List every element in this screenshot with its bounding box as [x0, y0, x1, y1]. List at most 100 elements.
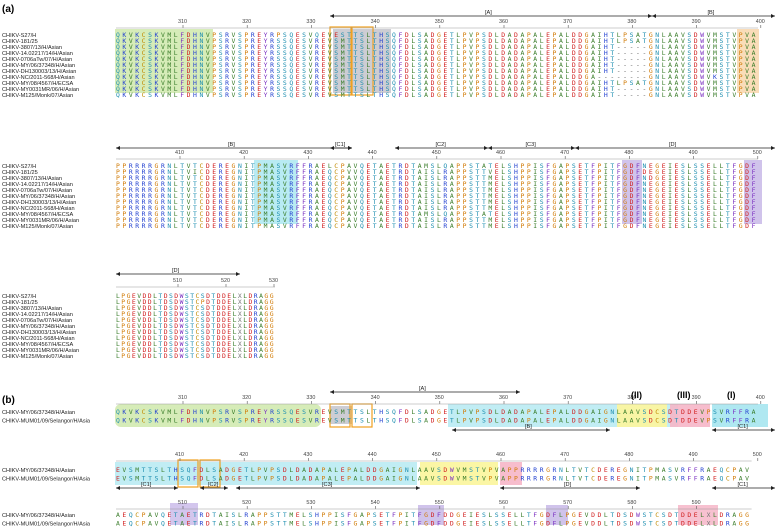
b2-label: CHIKV-MUM01/09/Selangor/H/Asia — [2, 477, 91, 483]
block2-arrowhead — [575, 146, 579, 150]
b2-arrowhead — [236, 486, 240, 490]
b1-ruler-tick: 350 — [435, 395, 444, 401]
block1-ruler-tick: 360 — [499, 19, 508, 25]
b3-ruler-tick: 560 — [499, 500, 508, 506]
block3-label: CHIKV-DH130003/13/H/Asian — [2, 330, 76, 336]
block2-region-label: [B] — [228, 142, 235, 148]
block3-ruler-tick: 510 — [173, 278, 182, 284]
block1-ruler-tick: 310 — [178, 19, 187, 25]
block2-label: CHIKV-MY/06/37348/H/Asian — [2, 194, 75, 200]
b2-arrowhead — [712, 486, 716, 490]
block2-label: CHIKV-S27/H — [2, 164, 36, 170]
block3-ruler-tick: 530 — [269, 278, 278, 284]
block1-arrowhead — [771, 14, 775, 18]
block1-label: CHIKV-M125/Monk/07/Asian — [2, 93, 73, 99]
b3-ruler-tick: 540 — [371, 500, 380, 506]
b2-ruler-tick: 440 — [368, 452, 377, 458]
block1-highlights — [115, 26, 759, 96]
block3-seq-row: LPGEVDDLTDSDWSTCSDTDDELXLDRAGG — [116, 328, 274, 336]
block2-arrowhead — [330, 146, 334, 150]
b1-ruler-tick: 330 — [306, 395, 315, 401]
block1-region-label: [A] — [485, 10, 492, 16]
block3-label: CHIKV-3807/13/H/Asian — [2, 306, 62, 312]
b1-arrowhead — [606, 428, 610, 432]
block1-region-label: [B] — [708, 10, 715, 16]
block2-label: CHIKV-NC/2011-568/H/Asian — [2, 206, 75, 212]
b1-arrowhead — [771, 428, 775, 432]
b3-ruler-tick: 580 — [627, 500, 636, 506]
b1-ruler-tick: 320 — [242, 395, 251, 401]
b2-ruler-tick: 470 — [560, 452, 569, 458]
block1-label: CHIKV-MY/08/4567/H/ECSA — [2, 81, 73, 87]
block2-arrowhead — [395, 146, 399, 150]
block3-label: CHIKV-181/25 — [2, 300, 38, 306]
alignment-blocks: CHIKV-S27/HCHIKV-181/25CHIKV-3807/13/H/A… — [2, 10, 775, 528]
block3-label: CHIKV-MY/06/37348/H/Asian — [2, 324, 75, 330]
block1-arrowhead — [652, 14, 656, 18]
b2-ruler-tick: 500 — [753, 452, 762, 458]
b1-ruler-tick: 380 — [627, 395, 636, 401]
b1-region-label: [C1] — [738, 424, 749, 430]
block3-label: CHIKV-MY/08/4567/H/ECSA — [2, 342, 73, 348]
block2-arrowhead — [484, 146, 488, 150]
roman-3: (III) — [677, 390, 691, 400]
b3-ruler-tick: 550 — [435, 500, 444, 506]
block1-label: CHIKV-DH130003/13/H/Asian — [2, 69, 76, 75]
block1-label: CHIKV-NC/2011-568/H/Asian — [2, 75, 75, 81]
block2-ruler-tick: 500 — [753, 150, 762, 156]
b2-arrowhead — [500, 486, 504, 490]
b2-region-label: [C3] — [322, 482, 333, 488]
b1-ruler-tick: 310 — [178, 395, 187, 401]
block2-ruler-tick: 480 — [624, 150, 633, 156]
block3-label: CHIKV-MY0031MR/06/H/Asian — [2, 348, 79, 354]
block3-arrowhead — [236, 272, 240, 276]
b3-ruler-tick: 530 — [306, 500, 315, 506]
block3-seq-row: LPGEVDDLTDSDWSTCSDTDDELXLDRAGG — [116, 304, 274, 312]
block2-label: CHIKV-MY0031MR/06/H/Asian — [2, 218, 79, 224]
block3-seq-row: LPGEVDDLTDSDWSTCSDTDDELXLDRAGG — [116, 316, 274, 324]
block1-ruler-tick: 390 — [692, 19, 701, 25]
block3-region-label: [D] — [172, 268, 180, 274]
b3-ruler-tick: 510 — [178, 500, 187, 506]
block2-ruler-tick: 410 — [175, 150, 184, 156]
block1-label: CHIKV-S27/H — [2, 33, 36, 39]
panel-a-label: (a) — [2, 4, 14, 15]
block2-region-label: [C2] — [436, 142, 447, 148]
block1-label: CHIKV-3807/13/H/Asian — [2, 45, 62, 51]
block2-region-label: [D] — [669, 142, 677, 148]
b2-label: CHIKV-MY/06/37348/H/Asian — [2, 468, 75, 474]
block1-label: CHIKV-0706aTw/07/H/Asian — [2, 57, 72, 63]
block1-ruler-tick: 340 — [371, 19, 380, 25]
block3-label: CHIKV-M125/Monk/07/Asian — [2, 354, 73, 360]
b3-ruler-tick: 590 — [692, 500, 701, 506]
b3-label: CHIKV-MUM01/09/Selangor/H/Asia — [2, 522, 91, 528]
block2-label: CHIKV-DH130003/13/H/Asian — [2, 200, 76, 206]
b1-ruler-tick: 340 — [371, 395, 380, 401]
b2-arrowhead — [224, 486, 228, 490]
block2-arrowhead — [348, 146, 352, 150]
b1-ruler-tick: 390 — [692, 395, 701, 401]
b1-label: CHIKV-MUM01/09/Selangor/H/Asia — [2, 419, 91, 425]
b2-arrowhead — [771, 486, 775, 490]
block3-seq-row: LPGEVDDLTDSDWSTCSDTDDELXLDRAGG — [116, 292, 274, 300]
block3-seq-row: LPGEVDDLTDSDWSTCPDTDDELXLDRAGG — [116, 298, 274, 306]
b2-ruler-tick: 460 — [496, 452, 505, 458]
